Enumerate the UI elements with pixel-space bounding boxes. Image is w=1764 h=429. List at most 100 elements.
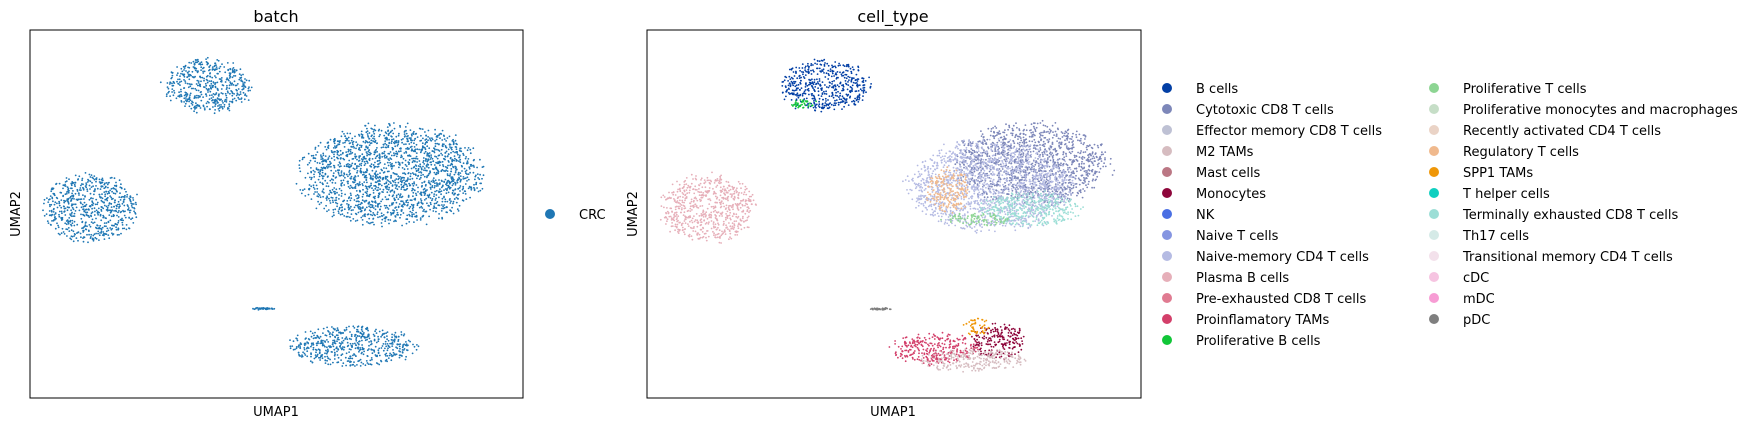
data-point bbox=[106, 209, 109, 212]
data-point bbox=[197, 95, 200, 97]
data-point bbox=[320, 169, 322, 171]
data-point bbox=[408, 221, 411, 223]
data-point bbox=[430, 163, 433, 166]
data-point bbox=[390, 130, 392, 133]
data-point bbox=[394, 335, 396, 338]
data-point bbox=[1091, 162, 1094, 164]
data-point bbox=[235, 69, 238, 72]
data-point bbox=[419, 163, 422, 166]
data-point bbox=[214, 75, 216, 77]
data-point bbox=[103, 225, 106, 228]
data-point bbox=[397, 141, 400, 144]
data-point bbox=[109, 195, 112, 198]
data-point bbox=[454, 139, 457, 142]
data-point bbox=[853, 100, 856, 103]
data-point bbox=[415, 194, 418, 197]
data-point bbox=[361, 202, 363, 205]
data-point bbox=[446, 170, 449, 173]
data-point bbox=[96, 201, 99, 204]
data-point bbox=[64, 222, 67, 225]
data-point bbox=[82, 186, 84, 189]
data-point bbox=[401, 351, 404, 354]
data-point bbox=[50, 203, 53, 206]
data-point bbox=[801, 94, 804, 97]
data-point bbox=[414, 138, 416, 140]
data-point bbox=[338, 206, 341, 209]
data-point bbox=[388, 141, 391, 144]
data-point bbox=[340, 192, 343, 195]
data-point bbox=[107, 186, 109, 189]
data-point bbox=[440, 210, 443, 212]
data-point bbox=[218, 104, 221, 106]
data-point bbox=[458, 156, 461, 158]
data-point bbox=[183, 97, 186, 100]
data-point bbox=[379, 215, 381, 218]
data-point bbox=[82, 208, 85, 211]
data-point bbox=[199, 63, 202, 66]
data-point bbox=[333, 150, 336, 153]
data-point bbox=[412, 184, 415, 187]
data-point bbox=[200, 69, 203, 71]
panel-title-batch: batch bbox=[253, 7, 298, 26]
data-point bbox=[222, 102, 224, 104]
data-point bbox=[242, 73, 244, 76]
data-point bbox=[67, 206, 70, 209]
data-point bbox=[339, 140, 341, 142]
data-point bbox=[1091, 168, 1094, 171]
data-point bbox=[354, 342, 356, 345]
data-point bbox=[1005, 123, 1007, 126]
data-point bbox=[839, 64, 841, 67]
data-point bbox=[434, 190, 436, 193]
data-point bbox=[101, 197, 104, 200]
data-point bbox=[450, 168, 453, 170]
data-point bbox=[810, 69, 812, 72]
data-point bbox=[366, 130, 369, 133]
data-point bbox=[318, 352, 321, 355]
data-point bbox=[388, 132, 391, 135]
data-point bbox=[112, 187, 115, 190]
data-point bbox=[812, 69, 814, 72]
data-point bbox=[132, 203, 135, 205]
data-point bbox=[171, 76, 173, 79]
data-point bbox=[376, 176, 379, 179]
data-point bbox=[791, 104, 793, 106]
data-point bbox=[118, 233, 120, 236]
data-point bbox=[352, 143, 354, 146]
data-point bbox=[62, 231, 65, 233]
data-point bbox=[402, 157, 405, 160]
data-point bbox=[450, 170, 453, 173]
data-point bbox=[136, 193, 138, 196]
data-point bbox=[112, 192, 115, 195]
data-point bbox=[422, 161, 424, 164]
data-point bbox=[359, 155, 362, 157]
data-point bbox=[321, 357, 324, 360]
data-point bbox=[827, 107, 830, 110]
data-point bbox=[451, 180, 453, 183]
data-point bbox=[363, 350, 365, 353]
data-point bbox=[394, 187, 397, 190]
data-point bbox=[361, 351, 363, 354]
data-point bbox=[350, 213, 353, 216]
data-point bbox=[199, 62, 202, 65]
data-point bbox=[327, 175, 329, 178]
data-point bbox=[348, 159, 351, 162]
data-point bbox=[374, 139, 377, 142]
data-point bbox=[208, 94, 211, 97]
data-point bbox=[369, 222, 371, 225]
data-point bbox=[1064, 139, 1066, 142]
data-point bbox=[374, 157, 377, 160]
data-point bbox=[360, 361, 363, 364]
data-point bbox=[462, 154, 465, 157]
data-point bbox=[388, 204, 391, 207]
data-point bbox=[231, 98, 234, 101]
data-point bbox=[790, 99, 793, 101]
data-point bbox=[76, 188, 79, 191]
data-point bbox=[350, 197, 353, 200]
data-point bbox=[399, 126, 402, 128]
data-point bbox=[374, 187, 377, 190]
data-point bbox=[389, 352, 391, 355]
data-point bbox=[316, 161, 319, 164]
data-point bbox=[180, 72, 182, 75]
data-point bbox=[440, 190, 443, 193]
data-point bbox=[971, 177, 974, 180]
